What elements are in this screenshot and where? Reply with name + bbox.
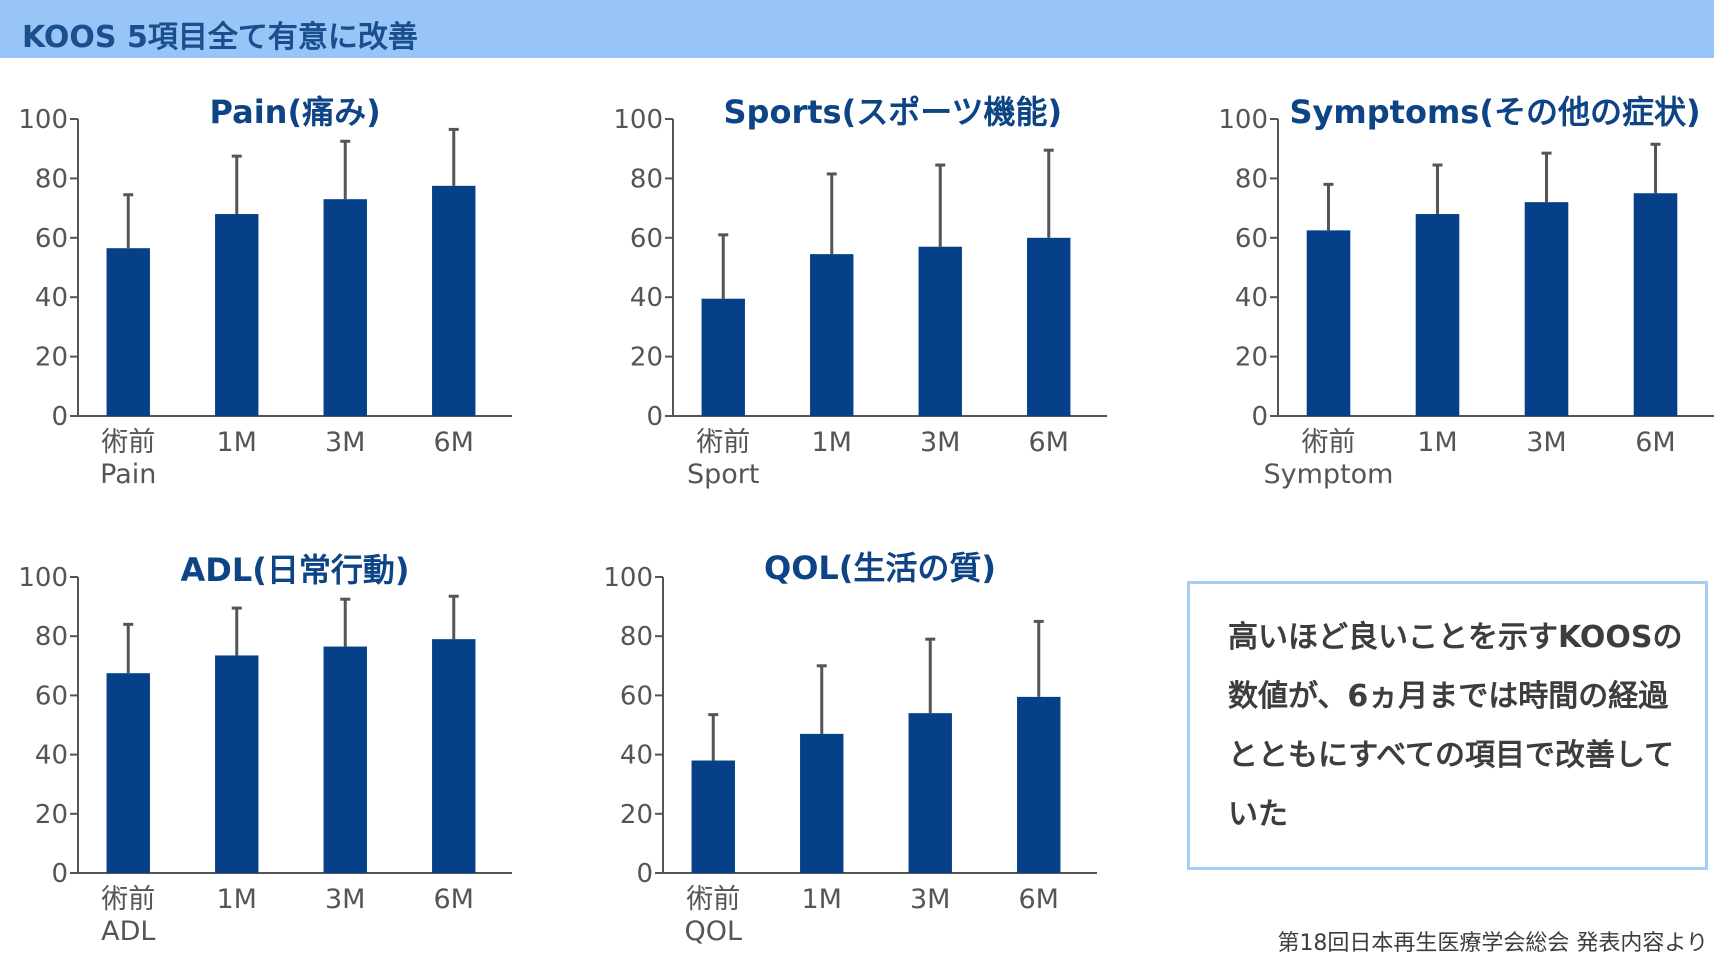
x-tick-label: 6M: [434, 884, 474, 915]
x-tick-label: 6M: [1019, 884, 1059, 915]
bar: [106, 248, 150, 416]
bar: [323, 199, 367, 416]
y-tick-label: 80: [35, 622, 68, 652]
bar: [810, 254, 854, 416]
x-tick-label: 3M: [1526, 427, 1566, 458]
x-tick-label: 3M: [920, 427, 960, 458]
y-tick-label: 60: [620, 681, 653, 711]
chart-title: ADL(日常行動): [180, 551, 410, 589]
x-tick-sublabel: QOL: [684, 916, 742, 947]
y-tick-label: 20: [620, 800, 653, 830]
y-tick-label: 60: [35, 681, 68, 711]
chart-pain: Pain(痛み) 0 20 40 60 80 100 術前 Pain 1M 3M 6M: [0, 85, 520, 490]
y-tick-label: 40: [35, 283, 68, 313]
chart-title: Symptoms(その他の症状): [1289, 93, 1701, 131]
y-tick-label: 100: [18, 563, 68, 593]
y-tick-label: 0: [646, 402, 663, 432]
x-tick-label: 1M: [217, 884, 257, 915]
bar: [918, 246, 962, 416]
y-tick-label: 40: [620, 741, 653, 771]
x-tick-label: 術前: [101, 884, 155, 915]
y-tick-label: 60: [630, 224, 663, 254]
bar: [215, 214, 259, 416]
x-tick-label: 術前: [696, 427, 750, 458]
y-tick-label: 20: [35, 343, 68, 373]
chart-qol: QOL(生活の質) 0 20 40 60 80 100 術前 QOL 1M 3M 6M: [585, 543, 1105, 947]
summary-note: 高いほど良いことを示すKOOSの数値が、6ヵ月までは時間の経過とともにすべての項…: [1187, 581, 1708, 870]
y-tick-label: 0: [51, 859, 68, 889]
y-tick-label: 40: [1235, 283, 1268, 313]
bar: [1306, 230, 1351, 416]
x-tick-label: 3M: [325, 427, 365, 458]
chart-title: Sports(スポーツ機能): [723, 93, 1063, 131]
x-tick-label: 6M: [1029, 427, 1069, 458]
y-tick-label: 20: [630, 343, 663, 373]
bar: [432, 185, 476, 416]
y-tick-label: 0: [1251, 402, 1268, 432]
y-tick-label: 80: [1235, 164, 1268, 194]
x-tick-label: 1M: [217, 427, 257, 458]
bar: [800, 733, 844, 873]
bar: [1633, 193, 1678, 416]
y-tick-label: 0: [51, 402, 68, 432]
x-tick-sublabel: ADL: [101, 916, 155, 947]
y-tick-label: 80: [35, 164, 68, 194]
x-tick-label: 術前: [686, 884, 740, 915]
x-tick-label: 6M: [434, 427, 474, 458]
bar: [908, 713, 952, 873]
y-tick-label: 100: [613, 105, 663, 135]
chart-title: Pain(痛み): [209, 93, 381, 131]
chart-sports: Sports(スポーツ機能) 0 20 40 60 80 100 術前 Sport 1M 3M 6M: [595, 85, 1115, 490]
summary-note-text: 高いほど良いことを示すKOOSの数値が、6ヵ月までは時間の経過とともにすべての項…: [1228, 620, 1683, 832]
y-tick-label: 100: [603, 563, 653, 593]
x-tick-label: 1M: [1417, 427, 1457, 458]
bar: [1017, 696, 1061, 873]
y-tick-label: 40: [35, 741, 68, 771]
bar: [215, 655, 259, 873]
bar: [432, 639, 476, 873]
header-banner: KOOS 5項目全て有意に改善: [0, 0, 1714, 58]
x-tick-label: 6M: [1635, 427, 1675, 458]
y-tick-label: 0: [636, 859, 653, 889]
chart-adl: ADL(日常行動) 0 20 40 60 80 100 術前 ADL 1M 3M 6M: [0, 543, 520, 947]
chart-title: QOL(生活の質): [764, 549, 997, 587]
bar: [106, 673, 150, 873]
bar: [323, 646, 367, 873]
chart-symptoms: Symptoms(その他の症状) 0 20 40 60 80 100 術前 Symptom 1M 3…: [1200, 85, 1714, 490]
y-tick-label: 80: [620, 622, 653, 652]
bar: [1524, 202, 1569, 416]
y-tick-label: 40: [630, 283, 663, 313]
x-tick-label: 3M: [910, 884, 950, 915]
y-tick-label: 60: [35, 224, 68, 254]
y-tick-label: 20: [1235, 343, 1268, 373]
x-tick-label: 1M: [802, 884, 842, 915]
x-tick-label: 3M: [325, 884, 365, 915]
bar: [1415, 214, 1460, 416]
x-tick-label: 1M: [812, 427, 852, 458]
y-tick-label: 100: [18, 105, 68, 135]
y-tick-label: 60: [1235, 224, 1268, 254]
y-tick-label: 80: [630, 164, 663, 194]
x-tick-label: 術前: [1302, 427, 1356, 458]
source-citation: 第18回日本再生医療学会総会 発表内容より: [1277, 931, 1708, 956]
x-tick-label: 術前: [101, 427, 155, 458]
x-tick-sublabel: Symptom: [1264, 459, 1394, 490]
page-title: KOOS 5項目全て有意に改善: [22, 20, 418, 55]
bar: [1027, 237, 1071, 416]
bar: [691, 760, 735, 873]
y-tick-label: 20: [35, 800, 68, 830]
bar: [701, 298, 745, 416]
y-tick-label: 100: [1218, 105, 1268, 135]
x-tick-sublabel: Pain: [100, 459, 156, 490]
x-tick-sublabel: Sport: [687, 459, 759, 490]
